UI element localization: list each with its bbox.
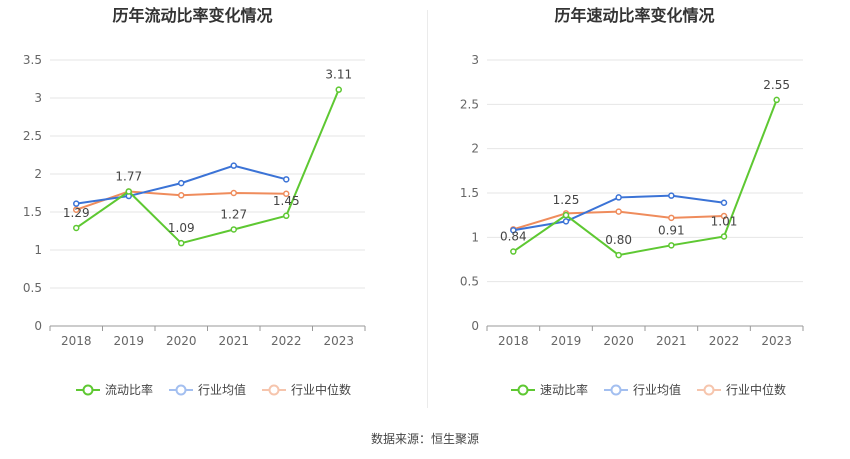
x-tick-label: 2022 (709, 334, 740, 348)
industry-avg-point (230, 162, 237, 169)
y-tick-label: 1 (471, 230, 479, 244)
panel-divider (427, 10, 428, 408)
primary-ratio-point (668, 242, 675, 249)
x-tick-label: 2020 (603, 334, 634, 348)
data-label: 0.84 (500, 230, 527, 244)
y-tick-label: 0.5 (460, 275, 479, 289)
x-tick-label: 2021 (218, 334, 249, 348)
y-tick-label: 0 (34, 319, 42, 333)
industry-avg-point (668, 192, 675, 199)
y-tick-label: 1.5 (460, 186, 479, 200)
legend-item-industry-median[interactable]: 行业中位数 (697, 381, 786, 398)
legend-label-quick-ratio: 速动比率 (540, 383, 589, 397)
legend-line-icon (169, 384, 194, 395)
y-tick-label: 1.5 (23, 205, 42, 219)
legend-line-icon (76, 384, 100, 395)
industry-median-point (615, 208, 622, 215)
primary-ratio-point (125, 188, 132, 195)
primary-ratio-point (335, 86, 342, 93)
data-label: 1.25 (553, 193, 580, 207)
industry-avg-point (510, 226, 517, 234)
y-tick-label: 0 (471, 319, 479, 333)
legend-label-industry-avg: 行业均值 (633, 383, 682, 397)
primary-ratio-line (75, 89, 340, 245)
y-tick-label: 2 (471, 142, 479, 156)
industry-median-point (73, 206, 80, 213)
legend-label-industry-avg: 行业均值 (198, 383, 247, 397)
x-tick-label: 2018 (61, 334, 92, 348)
industry-avg-point (615, 194, 622, 201)
y-tick-label: 2.5 (23, 129, 42, 143)
current-ratio-legend: 流动比率 行业均值 行业中位数 (76, 381, 367, 398)
legend-line-icon (697, 384, 722, 395)
primary-ratio-point (230, 226, 237, 233)
primary-ratio-point (73, 224, 80, 232)
legend-item-industry-avg[interactable]: 行业均值 (604, 381, 681, 398)
data-source-note: 数据来源：恒生聚源 (370, 432, 479, 446)
legend-item-quick-ratio[interactable]: 速动比率 (511, 381, 588, 398)
industry-median-point (230, 189, 237, 197)
primary-ratio-point (720, 233, 728, 240)
x-tick-label: 2023 (761, 334, 792, 348)
y-tick-label: 2 (34, 167, 42, 181)
legend-label-current-ratio: 流动比率 (105, 383, 154, 397)
legend-line-icon (511, 384, 535, 395)
industry-median-point (283, 190, 290, 198)
data-label: 1.01 (711, 214, 738, 228)
legend-item-current-ratio[interactable]: 流动比率 (76, 381, 153, 398)
x-tick-label: 2018 (498, 334, 529, 348)
y-tick-label: 0.5 (23, 281, 42, 295)
data-label: 3.11 (325, 68, 352, 82)
y-tick-label: 1 (34, 243, 42, 257)
current-ratio-chart-panel: 历年流动比率变化情况 0 0.5 1 1.5 2 2.5 3 3.5 2018 2019 2020 2… (0, 0, 425, 420)
primary-ratio-point (562, 211, 570, 219)
data-label: 2.55 (763, 78, 790, 92)
legend-label-industry-median: 行业中位数 (726, 383, 787, 397)
industry-avg-point (562, 218, 570, 225)
x-tick-label: 2019 (551, 334, 582, 348)
data-label: 1.77 (115, 169, 142, 183)
data-label: 0.91 (658, 223, 685, 237)
y-tick-label: 3 (471, 53, 479, 67)
primary-ratio-line (512, 99, 778, 257)
primary-ratio-point (178, 239, 185, 247)
industry-median-point (178, 192, 185, 199)
data-label: 0.80 (605, 233, 632, 247)
legend-line-icon (262, 384, 287, 395)
x-tick-label: 2023 (323, 334, 354, 348)
current-ratio-chart-plot: 0 0.5 1 1.5 2 2.5 3 3.5 2018 2019 2020 2021 2022 2023… (23, 53, 366, 348)
industry-avg-point (178, 179, 185, 187)
quick-ratio-chart-plot: 0 0.5 1 1.5 2 2.5 3 2018 2019 2020 2021 2022 2023 0.8… (460, 53, 804, 348)
industry-avg-point (720, 199, 728, 207)
x-tick-label: 2019 (113, 334, 144, 348)
data-label: 1.09 (168, 221, 195, 235)
primary-ratio-point (283, 212, 290, 220)
primary-ratio-point (510, 248, 517, 255)
legend-label-industry-median: 行业中位数 (291, 383, 352, 397)
x-tick-label: 2022 (271, 334, 302, 348)
x-tick-label: 2021 (656, 334, 687, 348)
primary-ratio-point (773, 96, 780, 104)
industry-avg-point (283, 176, 290, 183)
primary-ratio-point (615, 251, 622, 259)
x-tick-label: 2020 (166, 334, 197, 348)
industry-median-point (720, 212, 728, 220)
quick-ratio-legend: 速动比率 行业均值 行业中位数 (511, 381, 802, 398)
quick-ratio-chart-title: 历年速动比率变化情况 (554, 6, 715, 25)
industry-median-point (668, 214, 675, 222)
legend-line-icon (604, 384, 629, 395)
legend-item-industry-avg[interactable]: 行业均值 (169, 381, 246, 398)
legend-item-industry-median[interactable]: 行业中位数 (262, 381, 351, 398)
quick-ratio-chart-panel: 历年速动比率变化情况 0 0.5 1 1.5 2 2.5 3 2018 2019 2020 2021… (425, 0, 850, 420)
data-label: 1.45 (273, 194, 300, 208)
data-label: 1.27 (220, 207, 247, 221)
y-tick-label: 3 (34, 91, 42, 105)
y-tick-label: 2.5 (460, 97, 479, 111)
y-tick-label: 3.5 (23, 53, 42, 67)
industry-avg-point (73, 200, 80, 207)
current-ratio-chart-title: 历年流动比率变化情况 (112, 6, 273, 25)
data-label: 1.29 (63, 206, 90, 220)
